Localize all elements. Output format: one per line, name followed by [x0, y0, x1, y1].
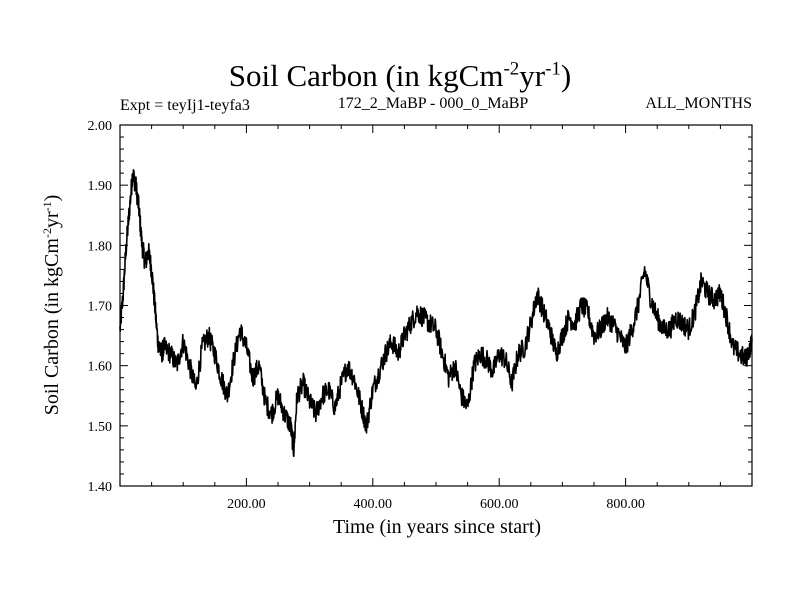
plot-area — [119, 169, 753, 458]
y-axis: 1.40 1.50 1.60 1.70 1.80 1.90 2.00 — [88, 119, 752, 495]
y-tick-label: 1.80 — [88, 239, 113, 254]
y-tick-label: 1.70 — [88, 300, 113, 315]
y-tick-label: 1.90 — [88, 179, 113, 194]
x-axis-label: Time (in years since start) — [332, 516, 542, 538]
y-tick-label: 2.00 — [88, 119, 113, 134]
plot-frame — [119, 124, 753, 487]
x-tick-label: 400.00 — [354, 497, 393, 512]
experiment-label: Expt = teyIj1-teyfa3 — [120, 97, 250, 114]
series-line — [119, 169, 753, 458]
period-label: 172_2_MaBP - 000_0_MaBP — [337, 95, 529, 112]
x-tick-label: 200.00 — [227, 497, 266, 512]
x-tick-label: 800.00 — [606, 497, 645, 512]
y-tick-label: 1.50 — [88, 420, 113, 435]
x-axis: 200.00 400.00 600.00 800.00 — [151, 125, 721, 512]
x-tick-label: 600.00 — [480, 497, 519, 512]
chart-title: Soil Carbon (in kgCm-2yr-1) — [228, 58, 572, 93]
y-tick-label: 1.60 — [88, 360, 113, 375]
y-tick-label: 1.40 — [88, 480, 113, 495]
months-label: ALL_MONTHS — [645, 95, 752, 112]
